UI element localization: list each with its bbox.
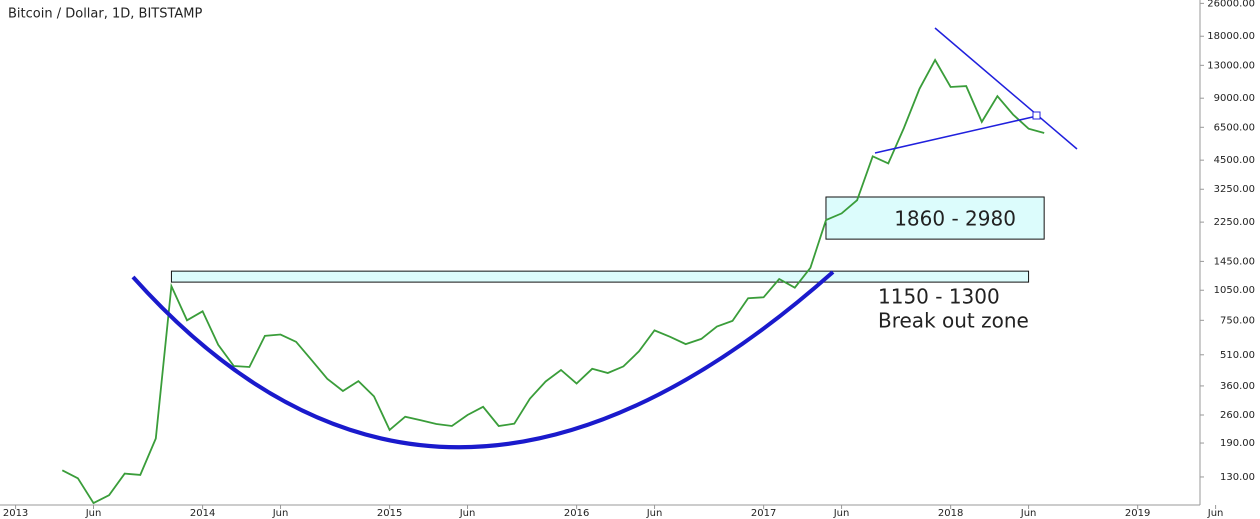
y-tick-label: 130.00 — [1220, 472, 1255, 483]
chart-title: Bitcoin / Dollar, 1D, BITSTAMP — [8, 7, 203, 22]
x-tick-label: 2019 — [1125, 508, 1150, 519]
y-tick-label: 750.00 — [1220, 315, 1255, 326]
y-tick-label: 1050.00 — [1214, 285, 1255, 296]
zone-label: 1860 - 2980 — [894, 207, 1016, 231]
x-tick-label: Jun — [85, 508, 102, 519]
y-tick-label: 2250.00 — [1214, 217, 1255, 228]
y-tick-label: 1450.00 — [1214, 256, 1255, 267]
price-line — [61, 58, 1045, 505]
y-tick-label: 510.00 — [1220, 350, 1255, 361]
x-tick-label: 2018 — [938, 508, 963, 519]
trendline-handle — [1032, 111, 1041, 120]
x-tick-label: 2013 — [3, 508, 28, 519]
x-tick-label: 2016 — [564, 508, 589, 519]
support-trendline — [874, 115, 1038, 154]
x-tick-label: Jun — [1020, 508, 1037, 519]
y-tick-label: 13000.00 — [1207, 60, 1255, 71]
y-tick-label: 9000.00 — [1214, 93, 1255, 104]
x-tick-label: Jun — [459, 508, 476, 519]
y-tick-label: 3250.00 — [1214, 184, 1255, 195]
x-tick-label: 2014 — [190, 508, 215, 519]
x-tick-label: Jun — [833, 508, 850, 519]
x-tick-label: Jun — [1207, 508, 1224, 519]
resistance-trendline — [934, 27, 1078, 150]
price-zone — [170, 270, 1030, 283]
x-tick-label: 2017 — [751, 508, 776, 519]
y-tick-label: 4500.00 — [1214, 155, 1255, 166]
y-tick-label: 260.00 — [1220, 410, 1255, 421]
y-tick-label: 18000.00 — [1207, 31, 1255, 42]
price-zone — [825, 196, 1045, 240]
zone-sublabel: Break out zone — [878, 309, 1029, 333]
y-tick-label: 190.00 — [1220, 438, 1255, 449]
zone-label: 1150 - 1300 — [878, 285, 1000, 309]
x-tick-label: Jun — [646, 508, 663, 519]
y-tick-label: 26000.00 — [1207, 0, 1255, 9]
rounding-bottom-curve — [131, 270, 835, 450]
x-tick-label: Jun — [272, 508, 289, 519]
y-tick-label: 6500.00 — [1214, 122, 1255, 133]
y-tick-label: 360.00 — [1220, 381, 1255, 392]
x-tick-label: 2015 — [377, 508, 402, 519]
